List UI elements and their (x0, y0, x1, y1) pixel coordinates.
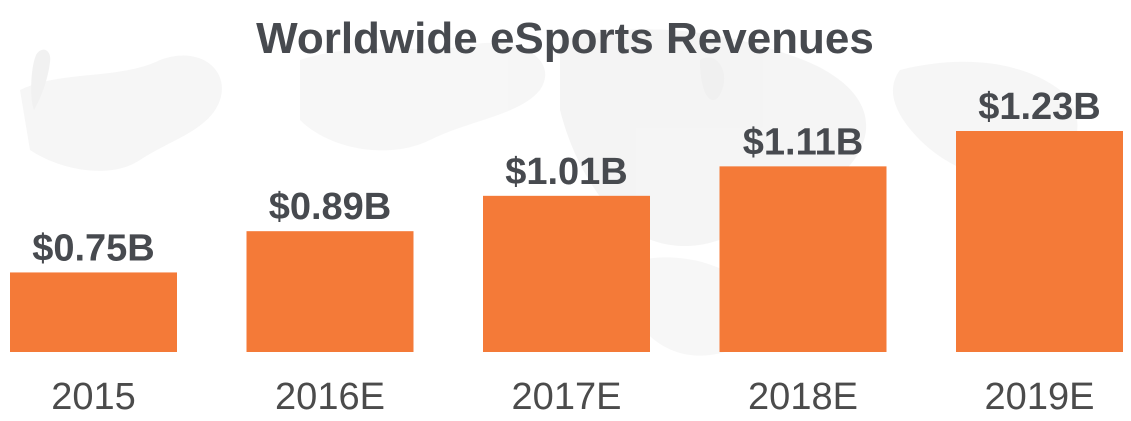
category-label-2018e: 2018E (748, 376, 858, 418)
bar-2018e (719, 166, 887, 352)
category-labels-group: 2015 2016E 2017E 2018E 2019E (51, 376, 1094, 418)
value-label-2015: $0.75B (32, 227, 155, 269)
category-label-2017e: 2017E (512, 376, 622, 418)
bar-2016e (246, 231, 414, 352)
chart-title: Worldwide eSports Revenues (256, 14, 874, 63)
value-label-2018e: $1.11B (743, 121, 863, 163)
category-label-2019e: 2019E (985, 376, 1095, 418)
value-labels-group: $0.75B $0.89B $1.01B $1.11B $1.23B (32, 86, 1101, 269)
value-label-2017e: $1.01B (505, 151, 628, 193)
bars-group (10, 131, 1123, 352)
value-label-2016e: $0.89B (269, 186, 392, 228)
category-label-2015: 2015 (51, 376, 136, 418)
bar-2015 (10, 272, 177, 352)
category-label-2016e: 2016E (275, 376, 385, 418)
bar-2019e (956, 131, 1123, 352)
bar-2017e (483, 195, 650, 352)
value-label-2019e: $1.23B (978, 86, 1101, 128)
